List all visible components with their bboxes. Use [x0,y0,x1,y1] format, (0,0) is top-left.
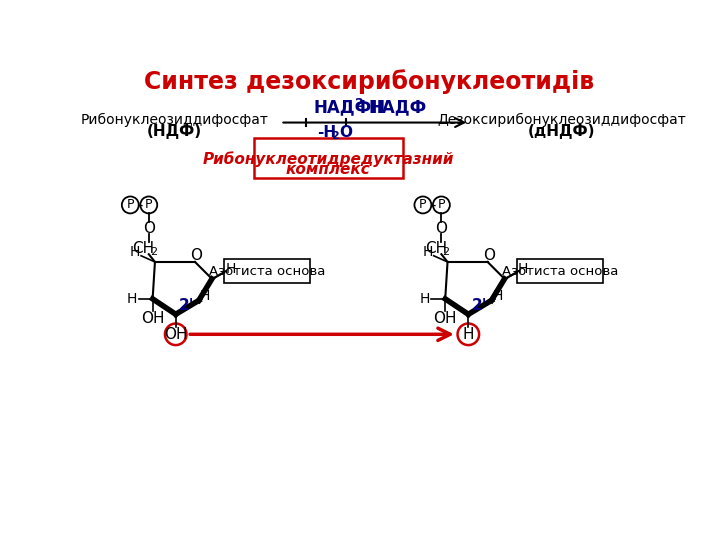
Text: 2: 2 [442,247,449,257]
Text: OH: OH [433,312,457,326]
Text: Азотиста основа: Азотиста основа [210,265,325,278]
Text: Рибонуклеозиддифосфат: Рибонуклеозиддифосфат [80,113,268,127]
Text: O: O [436,220,447,235]
Text: H: H [518,262,528,276]
Text: Рибонуклеотидредуктазний: Рибонуклеотидредуктазний [202,151,454,167]
Text: O: O [483,248,495,264]
Text: (НДФ): (НДФ) [147,124,202,139]
Text: H: H [423,245,433,259]
Text: НАДФ: НАДФ [369,98,427,116]
Text: H: H [130,245,140,259]
FancyBboxPatch shape [517,259,603,284]
Text: Синтез дезоксирибонуклеотидів: Синтез дезоксирибонуклеотидів [144,69,594,94]
Text: H: H [492,289,503,303]
Text: H: H [419,292,430,306]
Text: -: - [136,196,143,214]
Text: 2': 2' [472,298,487,313]
Text: O: O [143,220,155,235]
Text: -Н: -Н [318,125,336,140]
Text: (дНДФ): (дНДФ) [528,124,595,139]
Text: Азотиста основа: Азотиста основа [502,265,618,278]
Text: О: О [340,125,353,140]
Text: P: P [127,198,134,212]
Text: 2: 2 [356,97,364,110]
Text: OH: OH [164,327,187,342]
Text: 2': 2' [179,298,194,313]
Text: H: H [462,327,474,342]
FancyBboxPatch shape [224,259,310,284]
Text: H: H [127,292,137,306]
Text: P: P [438,198,445,212]
Text: 2: 2 [331,131,339,141]
Text: CH: CH [132,240,155,255]
Text: 2: 2 [150,247,157,257]
Text: P: P [419,198,427,212]
Text: OH: OH [141,312,164,326]
FancyBboxPatch shape [253,138,403,178]
Text: комплекс: комплекс [286,162,371,177]
Text: CH: CH [425,240,447,255]
Text: НАДФН: НАДФН [314,98,386,116]
Text: -: - [429,196,436,214]
Text: H: H [200,289,210,303]
Text: O: O [191,248,202,264]
Text: P: P [145,198,153,212]
Text: H: H [225,262,235,276]
Text: Дезоксирибонуклеозиддифосфат: Дезоксирибонуклеозиддифосфат [437,113,686,127]
